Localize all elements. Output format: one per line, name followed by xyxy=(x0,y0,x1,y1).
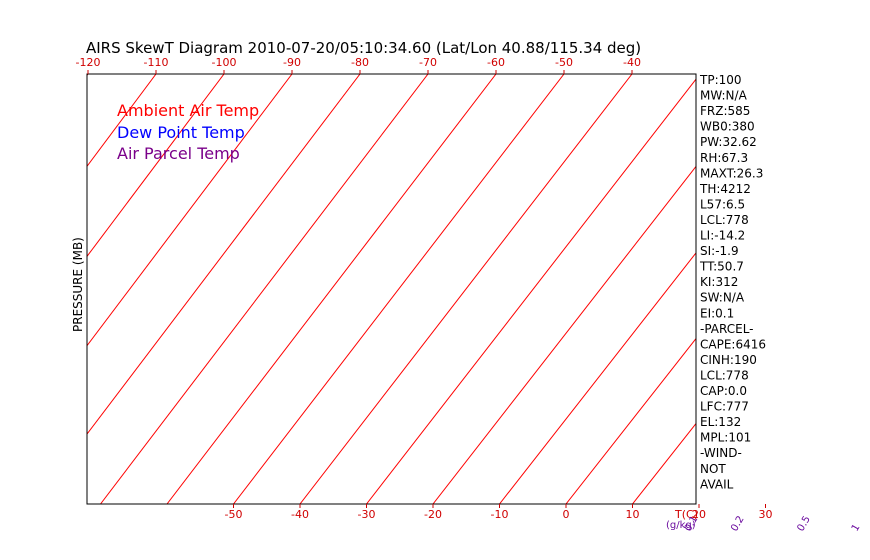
stat-entry: CINH:190 xyxy=(700,353,757,367)
isotherm-line xyxy=(832,74,870,504)
stat-entry: TP:100 xyxy=(699,73,742,87)
stat-entry: SW:N/A xyxy=(700,291,745,305)
isotherm-line xyxy=(499,252,696,504)
stat-entry: EI:0.1 xyxy=(700,306,734,320)
legend-dew-point-temp: Dew Point Temp xyxy=(117,123,245,142)
mixing-ratio-label: 1 xyxy=(850,522,863,533)
chart-title: AIRS SkewT Diagram 2010-07-20/05:10:34.6… xyxy=(86,39,641,57)
stat-entry: SI:-1.9 xyxy=(700,244,739,258)
top-temp-label: -90 xyxy=(283,56,301,69)
legend-air-parcel-temp: Air Parcel Temp xyxy=(117,144,240,163)
plot-frame xyxy=(86,73,697,505)
mixing-ratio-label: 0.2 xyxy=(729,514,746,533)
stat-entry: WB0:380 xyxy=(700,120,755,134)
isotherm-line xyxy=(632,422,696,504)
ticks-layer: 1002003004005006007008009001000-120-110-… xyxy=(76,56,863,534)
legend: Ambient Air Temp Dew Point Temp Air Parc… xyxy=(117,101,259,163)
stat-entry: L57:6.5 xyxy=(700,197,745,211)
bottom-temp-label: 10 xyxy=(626,508,640,521)
stat-entry: CAP:0.0 xyxy=(700,384,747,398)
stat-entry: PW:32.62 xyxy=(700,135,757,149)
mixing-ratio-label: 0.5 xyxy=(795,514,812,533)
stat-entry: CAPE:6416 xyxy=(700,337,766,351)
bottom-temp-label: -40 xyxy=(291,508,309,521)
top-temp-label: -120 xyxy=(76,56,101,69)
isotherm-line xyxy=(0,74,20,504)
isotherm-line xyxy=(299,74,633,504)
stat-entry: MAXT:26.3 xyxy=(700,166,763,180)
legend-ambient-air-temp: Ambient Air Temp xyxy=(117,101,259,120)
isotherm-line xyxy=(766,74,870,504)
mixing-ratio-unit: (g/kg) xyxy=(666,520,696,531)
stat-entry: LCL:778 xyxy=(700,368,749,382)
isotherm-line xyxy=(87,74,361,435)
isotherm-line xyxy=(100,74,429,504)
stat-entry: MPL:101 xyxy=(700,431,751,445)
bottom-temp-label: -20 xyxy=(424,508,442,521)
isotherm-line xyxy=(87,74,225,258)
isotherm-line xyxy=(87,74,157,168)
top-temp-label: -50 xyxy=(555,56,573,69)
isotherm-line xyxy=(87,74,293,347)
top-temp-label: -110 xyxy=(144,56,169,69)
top-temp-label: -100 xyxy=(212,56,237,69)
stat-entry: -WIND- xyxy=(700,446,742,460)
bottom-temp-label: -50 xyxy=(225,508,243,521)
top-temp-label: -80 xyxy=(351,56,369,69)
stat-entry: KI:312 xyxy=(700,275,738,289)
stat-entry: TT:50.7 xyxy=(699,260,744,274)
isotherm-line xyxy=(166,74,497,504)
stat-entry: FRZ:585 xyxy=(700,104,750,118)
stat-entry: LI:-14.2 xyxy=(700,229,745,243)
bottom-temp-label: 30 xyxy=(759,508,773,521)
bottom-temp-label: 0 xyxy=(563,508,570,521)
stat-entry: -PARCEL- xyxy=(700,322,754,336)
isotherm-line xyxy=(366,78,696,504)
isotherm-line xyxy=(233,74,565,504)
bottom-temp-label: 20 xyxy=(692,508,706,521)
top-temp-label: -40 xyxy=(623,56,641,69)
isotherm-line xyxy=(432,165,696,504)
stat-entry: LFC:777 xyxy=(700,400,749,414)
isotherm-line xyxy=(565,337,696,504)
stat-entry: MW:N/A xyxy=(700,89,748,103)
grid-layer xyxy=(0,74,870,504)
stat-entry: TH:4212 xyxy=(699,182,751,196)
bottom-temp-unit: T(C) xyxy=(674,508,698,521)
stat-entry: AVAIL xyxy=(700,477,734,491)
top-temp-label: -70 xyxy=(419,56,437,69)
stat-entry: RH:67.3 xyxy=(700,151,748,165)
bottom-temp-label: -30 xyxy=(358,508,376,521)
top-temp-label: -60 xyxy=(487,56,505,69)
stat-entry: EL:132 xyxy=(700,415,741,429)
stat-entry: LCL:778 xyxy=(700,213,749,227)
bottom-temp-label: -10 xyxy=(491,508,509,521)
stat-entry: NOT xyxy=(700,462,726,476)
y-axis-title: PRESSURE (MB) xyxy=(71,237,85,332)
